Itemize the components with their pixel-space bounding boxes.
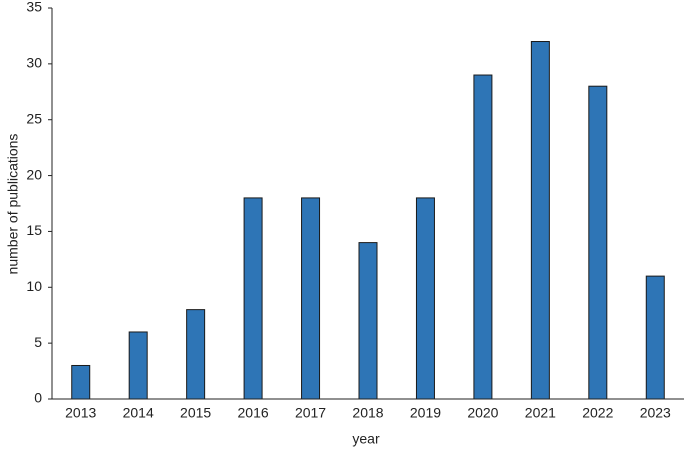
y-tick-label: 35: [26, 0, 42, 15]
y-tick-label: 20: [26, 166, 42, 182]
y-tick-label: 10: [26, 278, 42, 294]
bar: [71, 364, 91, 400]
y-tick-label: 30: [26, 55, 42, 71]
x-tick-label: 2013: [65, 405, 96, 421]
bar: [415, 197, 435, 400]
x-tick-label: 2019: [410, 405, 441, 421]
bar: [128, 331, 148, 400]
x-tick-label: 2023: [640, 405, 671, 421]
y-tick-label: 0: [34, 390, 42, 406]
bar: [243, 197, 263, 400]
x-tick-label: 2014: [123, 405, 154, 421]
x-tick-label: 2017: [295, 405, 326, 421]
x-tick-label: 2020: [467, 405, 498, 421]
bar: [186, 309, 206, 400]
bar: [530, 41, 550, 400]
bar: [301, 197, 321, 400]
y-axis-label: number of publications: [5, 134, 21, 275]
x-tick-label: 2016: [238, 405, 269, 421]
bar: [473, 74, 493, 400]
x-tick-label: 2022: [582, 405, 613, 421]
y-tick-label: 15: [26, 222, 42, 238]
x-tick-label: 2015: [180, 405, 211, 421]
bar: [358, 242, 378, 400]
bar: [588, 85, 608, 400]
x-axis-label: year: [352, 431, 380, 447]
x-tick-label: 2018: [352, 405, 383, 421]
y-tick-label: 25: [26, 110, 42, 126]
y-tick-label: 5: [34, 334, 42, 350]
bar: [645, 275, 665, 400]
x-tick-label: 2021: [525, 405, 556, 421]
